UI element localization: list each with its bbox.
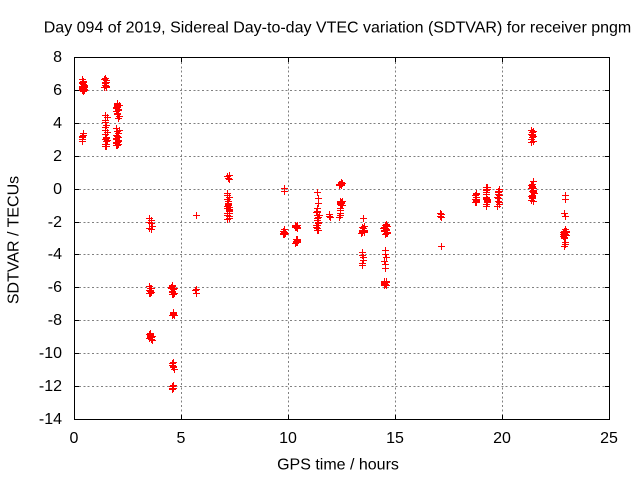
- svg-text:SDTVAR / TECUs: SDTVAR / TECUs: [5, 176, 22, 304]
- svg-text:0: 0: [70, 430, 79, 447]
- svg-text:-10: -10: [39, 345, 62, 362]
- svg-text:-12: -12: [39, 378, 62, 395]
- svg-text:-2: -2: [48, 214, 62, 231]
- svg-text:25: 25: [600, 430, 618, 447]
- svg-text:2: 2: [53, 148, 62, 165]
- svg-text:-14: -14: [39, 411, 62, 428]
- svg-text:-8: -8: [48, 312, 62, 329]
- svg-text:20: 20: [493, 430, 511, 447]
- svg-text:8: 8: [53, 49, 62, 66]
- svg-text:10: 10: [279, 430, 297, 447]
- svg-text:4: 4: [53, 115, 62, 132]
- svg-text:0: 0: [53, 181, 62, 198]
- svg-text:GPS time / hours: GPS time / hours: [277, 457, 399, 474]
- svg-text:6: 6: [53, 82, 62, 99]
- svg-text:Day 094 of 2019, Sidereal Day-: Day 094 of 2019, Sidereal Day-to-day VTE…: [44, 20, 632, 37]
- svg-text:15: 15: [386, 430, 404, 447]
- svg-text:-4: -4: [48, 246, 62, 263]
- svg-text:-6: -6: [48, 279, 62, 296]
- svg-text:5: 5: [177, 430, 186, 447]
